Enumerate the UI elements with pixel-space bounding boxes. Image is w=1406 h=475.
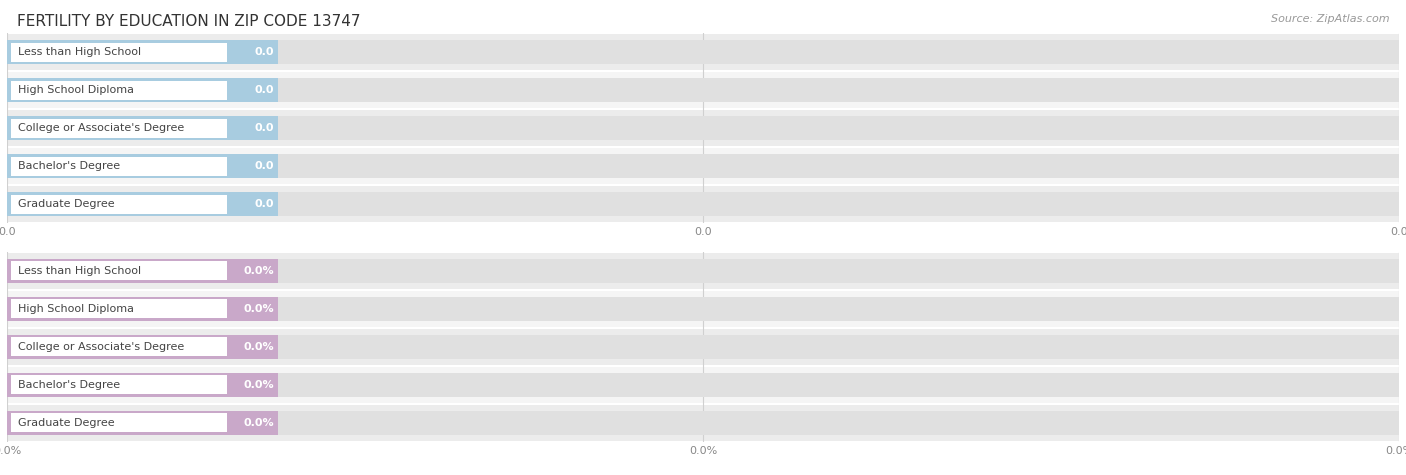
Bar bbox=[7, 335, 278, 359]
Text: 0.0: 0.0 bbox=[254, 85, 274, 95]
Bar bbox=[7, 34, 1399, 70]
Text: 0.0: 0.0 bbox=[254, 123, 274, 133]
Bar bbox=[11, 157, 226, 176]
Text: 0.0: 0.0 bbox=[254, 199, 274, 209]
Text: High School Diploma: High School Diploma bbox=[18, 304, 134, 314]
Bar bbox=[11, 413, 226, 432]
Bar bbox=[7, 72, 1399, 108]
Bar bbox=[7, 116, 1399, 140]
Bar bbox=[7, 291, 1399, 327]
Bar bbox=[7, 40, 1399, 64]
Text: Source: ZipAtlas.com: Source: ZipAtlas.com bbox=[1271, 14, 1389, 24]
Bar bbox=[7, 367, 1399, 403]
Bar bbox=[11, 43, 226, 62]
Bar bbox=[11, 119, 226, 138]
Text: Graduate Degree: Graduate Degree bbox=[18, 199, 115, 209]
Bar bbox=[7, 78, 1399, 102]
Bar bbox=[11, 195, 226, 214]
Bar bbox=[7, 116, 278, 140]
Bar bbox=[7, 192, 1399, 216]
Bar bbox=[7, 329, 1399, 365]
Bar bbox=[7, 154, 1399, 178]
Bar bbox=[7, 78, 278, 102]
Bar bbox=[7, 259, 1399, 283]
Bar bbox=[11, 81, 226, 100]
Text: 0.0%: 0.0% bbox=[243, 418, 274, 428]
Bar bbox=[7, 335, 1399, 359]
Text: Graduate Degree: Graduate Degree bbox=[18, 418, 115, 428]
Bar bbox=[7, 405, 1399, 441]
Text: 0.0: 0.0 bbox=[254, 47, 274, 57]
Text: 0.0%: 0.0% bbox=[243, 380, 274, 390]
Text: Bachelor's Degree: Bachelor's Degree bbox=[18, 380, 121, 390]
Text: 0.0: 0.0 bbox=[254, 161, 274, 171]
Text: College or Associate's Degree: College or Associate's Degree bbox=[18, 123, 184, 133]
Bar bbox=[7, 40, 278, 64]
Text: High School Diploma: High School Diploma bbox=[18, 85, 134, 95]
Text: Less than High School: Less than High School bbox=[18, 266, 141, 276]
Bar bbox=[7, 148, 1399, 184]
Text: 0.0%: 0.0% bbox=[243, 266, 274, 276]
Text: 0.0%: 0.0% bbox=[243, 342, 274, 352]
Bar bbox=[7, 373, 1399, 397]
Text: FERTILITY BY EDUCATION IN ZIP CODE 13747: FERTILITY BY EDUCATION IN ZIP CODE 13747 bbox=[17, 14, 360, 29]
Bar bbox=[7, 411, 1399, 435]
Text: College or Associate's Degree: College or Associate's Degree bbox=[18, 342, 184, 352]
Bar bbox=[7, 186, 1399, 222]
Bar bbox=[11, 375, 226, 394]
Bar bbox=[11, 337, 226, 356]
Text: 0.0%: 0.0% bbox=[243, 304, 274, 314]
Bar bbox=[11, 299, 226, 318]
Bar bbox=[7, 192, 278, 216]
Text: Bachelor's Degree: Bachelor's Degree bbox=[18, 161, 121, 171]
Text: Less than High School: Less than High School bbox=[18, 47, 141, 57]
Bar bbox=[7, 297, 278, 321]
Bar bbox=[7, 373, 278, 397]
Bar bbox=[7, 297, 1399, 321]
Bar bbox=[7, 154, 278, 178]
Bar bbox=[11, 261, 226, 280]
Bar bbox=[7, 253, 1399, 289]
Bar bbox=[7, 259, 278, 283]
Bar bbox=[7, 110, 1399, 146]
Bar bbox=[7, 411, 278, 435]
